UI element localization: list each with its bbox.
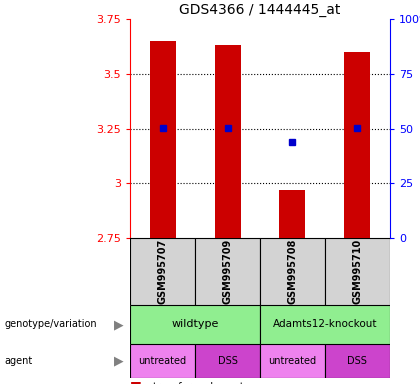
Text: DSS: DSS	[218, 356, 237, 366]
Text: ▶: ▶	[114, 354, 124, 367]
Bar	[279, 190, 305, 238]
Text: untreated: untreated	[268, 356, 317, 366]
Bar	[150, 41, 176, 238]
Bar	[195, 238, 260, 305]
Text: ■: ■	[130, 379, 142, 384]
Bar	[195, 344, 260, 378]
Bar	[130, 305, 260, 344]
Text: GSM995708: GSM995708	[287, 239, 297, 305]
Bar	[260, 238, 325, 305]
Bar	[325, 344, 390, 378]
Bar	[130, 238, 195, 305]
Text: transformed count: transformed count	[153, 382, 244, 384]
Text: GSM995710: GSM995710	[352, 239, 362, 304]
Bar	[325, 238, 390, 305]
Text: wildtype: wildtype	[171, 319, 219, 329]
Bar	[260, 305, 390, 344]
Bar	[130, 344, 195, 378]
Title: GDS4366 / 1444445_at: GDS4366 / 1444445_at	[179, 3, 341, 17]
Bar	[344, 52, 370, 238]
Bar	[260, 344, 325, 378]
Text: untreated: untreated	[139, 356, 187, 366]
Text: Adamts12-knockout: Adamts12-knockout	[273, 319, 377, 329]
Text: GSM995709: GSM995709	[223, 239, 233, 304]
Bar	[215, 45, 241, 238]
Text: ▶: ▶	[114, 318, 124, 331]
Text: genotype/variation: genotype/variation	[4, 319, 97, 329]
Text: DSS: DSS	[347, 356, 367, 366]
Text: GSM995707: GSM995707	[158, 239, 168, 304]
Text: agent: agent	[4, 356, 32, 366]
